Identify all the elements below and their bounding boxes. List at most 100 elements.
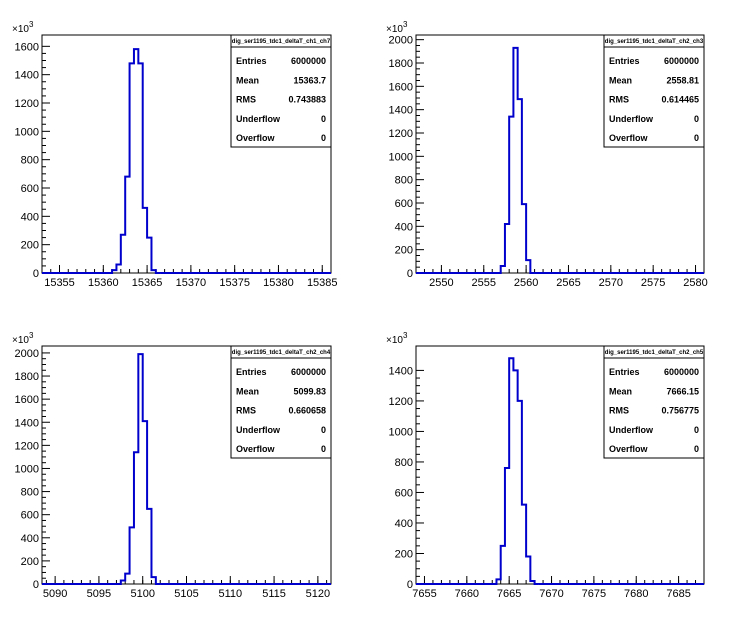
histogram-bin bbox=[496, 579, 500, 584]
histogram-series bbox=[416, 357, 704, 585]
y-tick-label: 800 bbox=[21, 487, 39, 499]
histogram-bin bbox=[134, 452, 138, 584]
y-tick-label: 400 bbox=[21, 211, 39, 223]
stats-value-mean: 15363.7 bbox=[293, 75, 326, 85]
y-tick-label: 2000 bbox=[15, 348, 39, 360]
x-tick-label: 7675 bbox=[582, 588, 606, 600]
y-tick-label: 1200 bbox=[15, 440, 39, 452]
stats-box bbox=[230, 34, 332, 148]
stats-value-underflow: 0 bbox=[321, 425, 326, 435]
y-exponent-power: 3 bbox=[29, 331, 34, 340]
y-tick-label: 1600 bbox=[15, 394, 39, 406]
stats-label-entries: Entries bbox=[609, 56, 640, 66]
y-tick-label: 1600 bbox=[389, 81, 413, 93]
histogram-series bbox=[42, 48, 331, 274]
y-tick-label: 1400 bbox=[389, 365, 413, 377]
stats-box bbox=[603, 34, 705, 148]
y-tick-label: 1400 bbox=[389, 105, 413, 117]
y-tick-label: 1800 bbox=[389, 58, 413, 70]
histogram-bin bbox=[509, 358, 513, 584]
x-tick-label: 5110 bbox=[218, 588, 242, 600]
y-tick-label: 0 bbox=[33, 268, 39, 280]
histogram-bin bbox=[134, 49, 138, 273]
stats-value-overflow: 0 bbox=[321, 133, 326, 143]
x-tick-label: 7680 bbox=[624, 588, 648, 600]
histogram-bin bbox=[130, 527, 134, 584]
stats-value-mean: 2558.81 bbox=[666, 75, 699, 85]
histogram-bin bbox=[147, 238, 151, 273]
histogram-bin bbox=[116, 265, 120, 274]
stats-label-rms: RMS bbox=[236, 95, 256, 105]
stats-label-entries: Entries bbox=[236, 56, 267, 66]
x-tick-label: 7655 bbox=[412, 588, 436, 600]
y-tick-label: 1000 bbox=[389, 151, 413, 163]
stats-label-underflow: Underflow bbox=[236, 114, 281, 124]
histogram-bin bbox=[151, 270, 155, 273]
stats-label-entries: Entries bbox=[609, 367, 640, 377]
x-tick-label: 15380 bbox=[263, 277, 294, 289]
stats-label-overflow: Overflow bbox=[609, 133, 649, 143]
x-tick-label: 2575 bbox=[641, 277, 665, 289]
histogram-bin bbox=[130, 63, 134, 273]
stats-value-entries: 6000000 bbox=[291, 56, 326, 66]
stats-value-entries: 6000000 bbox=[291, 367, 326, 377]
x-tick-label: 7660 bbox=[455, 588, 479, 600]
y-tick-label: 1000 bbox=[15, 463, 39, 475]
stats-label-underflow: Underflow bbox=[609, 114, 654, 124]
y-tick-label: 1200 bbox=[15, 98, 39, 110]
x-tick-label: 2560 bbox=[514, 277, 538, 289]
x-tick-label: 5095 bbox=[87, 588, 111, 600]
histogram-panel-3: 0 200 400 600 800 1000 1200 1400 1600 1800 2000 509… bbox=[12, 331, 332, 600]
histogram-bin bbox=[501, 266, 505, 273]
y-tick-label: 800 bbox=[395, 175, 413, 187]
y-exponent-power: 3 bbox=[403, 331, 408, 340]
histogram-bin bbox=[151, 577, 155, 584]
stats-label-overflow: Overflow bbox=[236, 444, 276, 454]
y-exponent-label: ×103 bbox=[386, 20, 408, 35]
stats-label-mean: Mean bbox=[236, 75, 259, 85]
stats-label-overflow: Overflow bbox=[236, 133, 276, 143]
y-tick-label: 600 bbox=[21, 183, 39, 195]
stats-value-rms: 0.756775 bbox=[661, 406, 699, 416]
x-tick-label: 15385 bbox=[307, 277, 338, 289]
x-tick-label: 15355 bbox=[44, 277, 75, 289]
histogram-bin bbox=[138, 63, 142, 273]
y-tick-label: 200 bbox=[21, 556, 39, 568]
histogram-bin bbox=[518, 99, 522, 273]
y-exponent-label: ×103 bbox=[12, 20, 34, 35]
histogram-series bbox=[416, 46, 704, 274]
x-tick-label: 5100 bbox=[130, 588, 154, 600]
histogram-bin bbox=[121, 581, 125, 584]
y-exponent-label: ×103 bbox=[386, 331, 408, 346]
y-exponent-label: ×103 bbox=[12, 331, 34, 346]
stats-label-rms: RMS bbox=[609, 95, 629, 105]
histogram-bin bbox=[501, 546, 505, 584]
stats-value-underflow: 0 bbox=[321, 114, 326, 124]
histogram-bin bbox=[513, 370, 517, 584]
stats-value-underflow: 0 bbox=[694, 425, 699, 435]
histogram-bin bbox=[143, 208, 147, 273]
histogram-bin bbox=[509, 117, 513, 273]
y-tick-label: 0 bbox=[407, 268, 413, 280]
histogram-bin bbox=[526, 260, 530, 273]
x-tick-label: 2555 bbox=[472, 277, 496, 289]
x-tick-label: 7665 bbox=[497, 588, 521, 600]
stats-label-overflow: Overflow bbox=[609, 444, 649, 454]
stats-label-mean: Mean bbox=[609, 75, 632, 85]
x-tick-label: 5090 bbox=[43, 588, 67, 600]
stats-value-rms: 0.743883 bbox=[288, 95, 326, 105]
y-tick-label: 600 bbox=[21, 510, 39, 522]
y-tick-label: 0 bbox=[407, 579, 413, 591]
histogram-bin bbox=[121, 235, 125, 273]
x-tick-label: 5120 bbox=[306, 588, 330, 600]
histogram-bin bbox=[143, 421, 147, 584]
stats-value-underflow: 0 bbox=[694, 114, 699, 124]
y-tick-label: 1000 bbox=[15, 126, 39, 138]
histogram-title: dig_ser1195_tdc1_deltaT_ch2_ch5 bbox=[605, 350, 704, 356]
y-tick-label: 400 bbox=[21, 533, 39, 545]
y-tick-label: 2000 bbox=[389, 35, 413, 47]
stats-value-mean: 5099.83 bbox=[293, 386, 326, 396]
histogram-bin bbox=[147, 509, 151, 584]
stats-label-rms: RMS bbox=[236, 406, 256, 416]
histogram-title: dig_ser1195_tdc1_deltaT_ch2_ch3 bbox=[605, 39, 704, 45]
